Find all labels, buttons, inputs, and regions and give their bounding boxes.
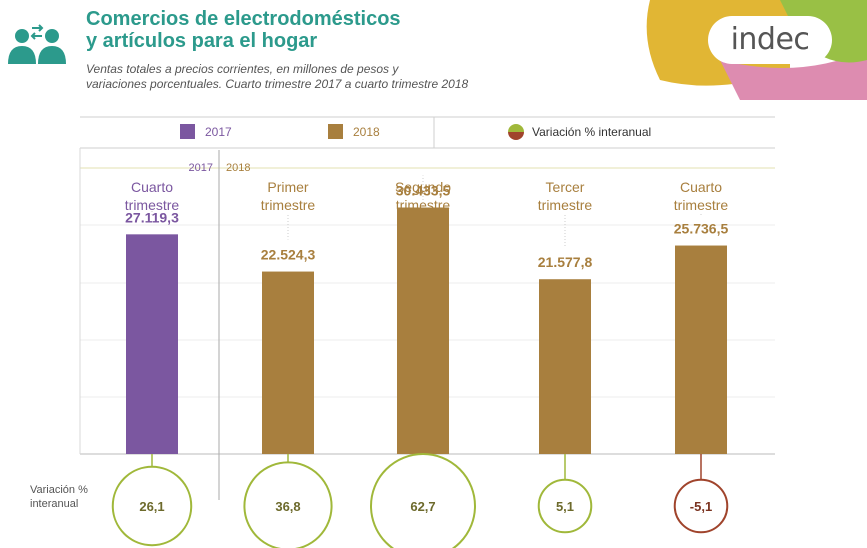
pink-blob xyxy=(720,50,867,100)
value-label: 21.577,8 xyxy=(538,254,593,270)
variation-circle xyxy=(243,461,333,548)
variation-axis-label-line-1: Variación % xyxy=(30,484,88,496)
value-label: 30.433,5 xyxy=(396,182,451,198)
year-label-2017: 2017 xyxy=(189,162,213,174)
value-label: 27.119,3 xyxy=(125,209,179,225)
category-label: trimestre xyxy=(125,197,180,213)
bar xyxy=(262,271,314,454)
value-label: 22.524,3 xyxy=(261,247,316,263)
people-exchange-icon xyxy=(8,24,66,64)
category-label: Primer xyxy=(267,179,309,195)
variation-label: 26,1 xyxy=(139,499,164,514)
year-label-2018: 2018 xyxy=(226,162,250,174)
category-label: trimestre xyxy=(261,197,316,213)
legend-label-2018: 2018 xyxy=(353,125,380,139)
title-line-1: Comercios de electrodomésticos xyxy=(86,8,401,30)
bar xyxy=(675,245,727,454)
indec-logo: indec xyxy=(708,16,832,64)
bar xyxy=(126,234,178,454)
subtitle-line-1: Ventas totales a precios corrientes, en … xyxy=(86,62,399,76)
category-label: trimestre xyxy=(674,197,729,213)
variation-circle xyxy=(111,465,193,547)
variation-label: 36,8 xyxy=(275,499,300,514)
legend-swatch-2018 xyxy=(328,124,343,139)
variation-circle xyxy=(673,478,729,534)
variation-circle xyxy=(537,478,593,534)
title-line-2: y artículos para el hogar xyxy=(86,30,318,52)
legend-swatch-2017 xyxy=(180,124,195,139)
category-label: Segundo xyxy=(395,179,451,195)
variation-label: 62,7 xyxy=(410,499,435,514)
legend-label-variation: Variación % interanual xyxy=(532,125,651,139)
variation-label: -5,1 xyxy=(690,499,712,514)
subtitle-line-2: variaciones porcentuales. Cuarto trimest… xyxy=(86,77,469,91)
category-label: Cuarto xyxy=(680,179,722,195)
bar xyxy=(397,207,449,454)
bar xyxy=(539,279,591,454)
chart-subtitle: Ventas totales a precios corrientes, en … xyxy=(86,62,556,92)
value-label: 25.736,5 xyxy=(674,221,729,237)
legend: 2017 2018 Variación % interanual xyxy=(80,116,775,149)
variation-axis-label-line-2: interanual xyxy=(30,498,78,510)
variation-legend-icon xyxy=(508,124,524,140)
legend-label-2017: 2017 xyxy=(205,125,232,139)
variation-circle xyxy=(370,453,476,548)
category-label: Tercer xyxy=(546,179,585,195)
chart-title: Comercios de electrodomésticos y artícul… xyxy=(86,8,566,52)
bars-group: Cuartotrimestre27.119,326,1Primertrimest… xyxy=(111,175,729,548)
category-label: Cuarto xyxy=(131,179,173,195)
variation-label: 5,1 xyxy=(556,499,574,514)
category-label: trimestre xyxy=(538,197,593,213)
